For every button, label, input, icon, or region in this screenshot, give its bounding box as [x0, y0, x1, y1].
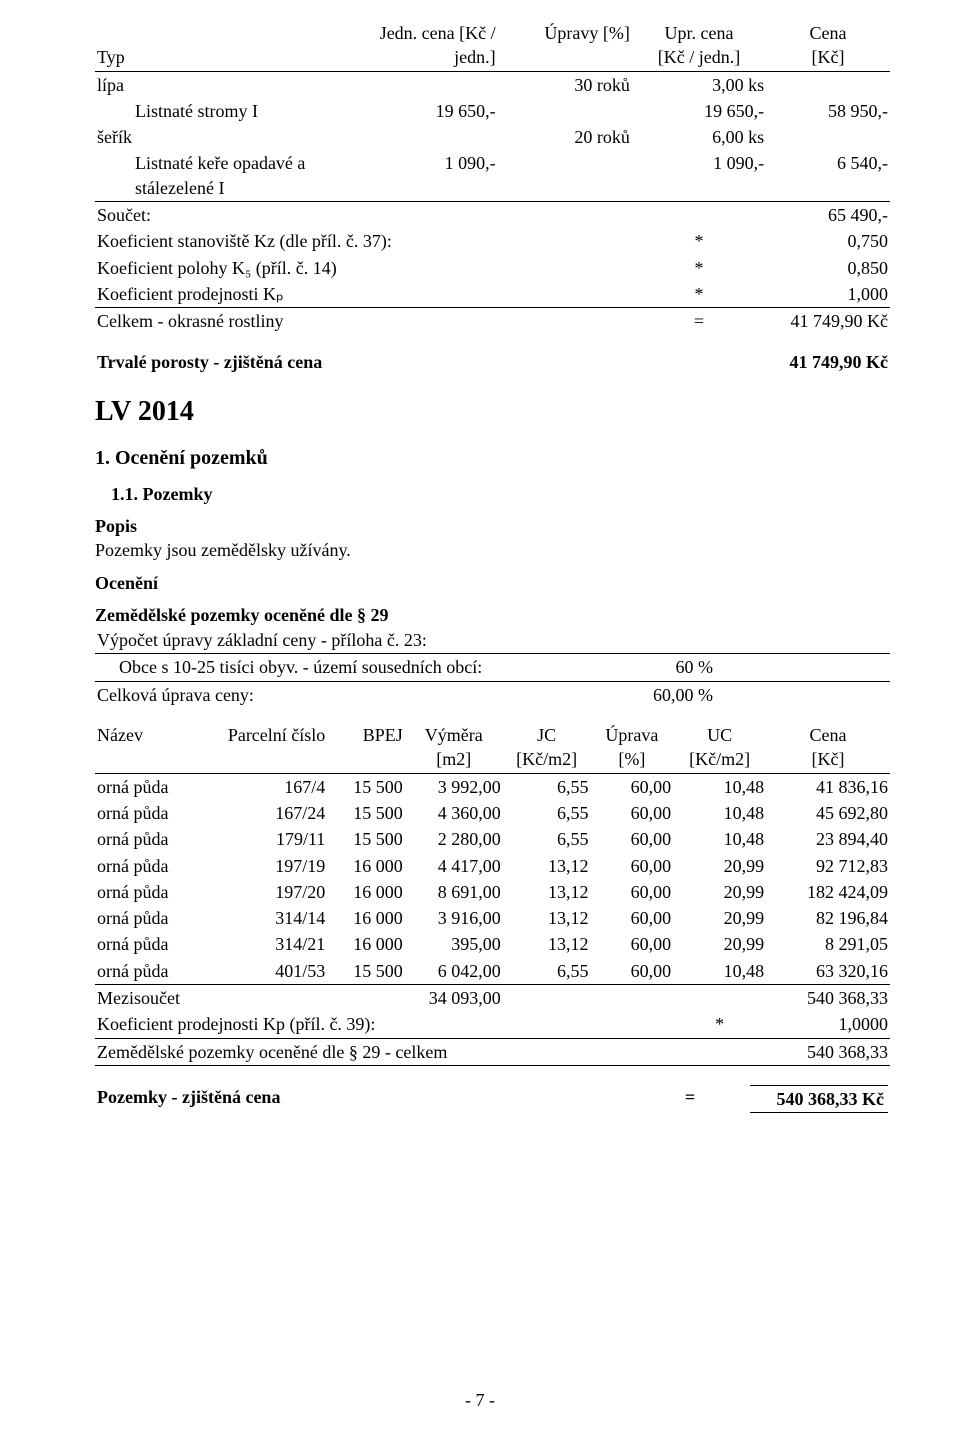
zh-uc: UC[Kč/m2] — [673, 722, 766, 773]
popis-heading: Popis — [95, 514, 890, 538]
table-row: Listnaté stromy I 19 650,- 19 650,- 58 9… — [95, 98, 890, 124]
zemed-celkem-value: 540 368,33 — [766, 1038, 890, 1065]
subsection-heading: 1.1. Pozemky — [111, 482, 890, 506]
th-cena: Cena [Kč] — [766, 20, 890, 71]
zh-bpej: BPEJ — [327, 722, 404, 773]
page-number: - 7 - — [0, 1388, 960, 1412]
table-row: Celkem - okrasné rostliny = 41 749,90 Kč — [95, 308, 890, 335]
table-row: lípa 30 roků 3,00 ks — [95, 71, 890, 98]
zemed-table: Název Parcelní číslo BPEJ Výměra[m2] JC[… — [95, 722, 890, 1066]
popis-text: Pozemky jsou zemědělsky užívány. — [95, 538, 890, 562]
zh-uprava: Úprava[%] — [591, 722, 674, 773]
oceneni-heading: Ocenění — [95, 571, 890, 595]
pozemky-zj-eq: = — [660, 1084, 720, 1114]
zh-nazev: Název — [95, 722, 203, 773]
th-jedn-cena: Jedn. cena [Kč / jedn.] — [353, 20, 498, 71]
zh-cena: Cena[Kč] — [766, 722, 890, 773]
table-row: Koeficient prodejnosti Kp (příl. č. 39):… — [95, 1011, 890, 1038]
celk-upr-value: 60,00 % — [585, 682, 715, 708]
tree-valuation-table: Typ Jedn. cena [Kč / jedn.] Úpravy [%] U… — [95, 20, 890, 335]
trvale-label: Trvalé porosty - zjištěná cena — [95, 349, 716, 375]
th-upravy: Úpravy [%] — [498, 20, 632, 71]
celk-upr-label: Celková úprava ceny: — [95, 682, 585, 708]
mezis-vymera: 34 093,00 — [405, 985, 503, 1012]
pozemky-zj-value: 540 368,33 Kč — [720, 1084, 890, 1114]
obce-value: 60 % — [585, 654, 715, 681]
kp-star: * — [673, 1011, 766, 1038]
table-row: orná půda197/1916 0004 417,0013,1260,002… — [95, 853, 890, 879]
mezis-label: Mezisoučet — [95, 985, 405, 1012]
table-row: orná půda167/2415 5004 360,006,5560,0010… — [95, 800, 890, 826]
pozemky-zj-line: Pozemky - zjištěná cena = 540 368,33 Kč — [95, 1084, 890, 1114]
zh-jc: JC[Kč/m2] — [503, 722, 591, 773]
table-row: orná půda314/2116 000395,0013,1260,0020,… — [95, 931, 890, 957]
table-row: orná půda401/5315 5006 042,006,5560,0010… — [95, 958, 890, 985]
table-row: šeřík 20 roků 6,00 ks — [95, 124, 890, 150]
trvale-line: Trvalé porosty - zjištěná cena 41 749,90… — [95, 349, 890, 375]
zemed-heading: Zemědělské pozemky oceněné dle § 29 — [95, 603, 890, 627]
kp-value: 1,0000 — [766, 1011, 890, 1038]
kp-label: Koeficient prodejnosti Kp (příl. č. 39): — [95, 1011, 673, 1038]
section-heading: 1. Ocenění pozemků — [95, 445, 890, 472]
celk-upr-row: Celková úprava ceny: 60,00 % — [95, 682, 890, 708]
table-row: orná půda197/2016 0008 691,0013,1260,002… — [95, 879, 890, 905]
mezis-cena: 540 368,33 — [766, 985, 890, 1012]
table-row: orná půda179/1115 5002 280,006,5560,0010… — [95, 826, 890, 852]
th-upr-cena: Upr. cena [Kč / jedn.] — [632, 20, 766, 71]
zemed-celkem-label: Zemědělské pozemky oceněné dle § 29 - ce… — [95, 1038, 766, 1065]
vypoct-table: Výpočet úpravy základní ceny - příloha č… — [95, 627, 890, 682]
th-typ: Typ — [95, 20, 353, 71]
table-row: Koeficient polohy K₅ (příl. č. 14) * 0,8… — [95, 255, 890, 281]
table-row: Součet: 65 490,- — [95, 202, 890, 229]
table-row: Koeficient stanoviště Kz (dle příl. č. 3… — [95, 228, 890, 254]
table-row: Koeficient prodejnosti Kₚ * 1,000 — [95, 281, 890, 308]
table-row: Zemědělské pozemky oceněné dle § 29 - ce… — [95, 1038, 890, 1065]
pozemky-zj-label: Pozemky - zjištěná cena — [95, 1084, 660, 1114]
zh-vymera: Výměra[m2] — [405, 722, 503, 773]
vypoct-label: Výpočet úpravy základní ceny - příloha č… — [95, 627, 890, 654]
table-row: Mezisoučet 34 093,00 540 368,33 — [95, 985, 890, 1012]
table-row: orná půda314/1416 0003 916,0013,1260,002… — [95, 905, 890, 931]
table-row: orná půda167/415 5003 992,006,5560,0010,… — [95, 773, 890, 800]
trvale-value: 41 749,90 Kč — [716, 349, 890, 375]
table-row: Listnaté keře opadavé a stálezelené I 1 … — [95, 150, 890, 201]
zh-parcelni: Parcelní číslo — [203, 722, 327, 773]
obce-label: Obce s 10-25 tisíci obyv. - území soused… — [95, 654, 585, 681]
lv-title: LV 2014 — [95, 393, 890, 431]
